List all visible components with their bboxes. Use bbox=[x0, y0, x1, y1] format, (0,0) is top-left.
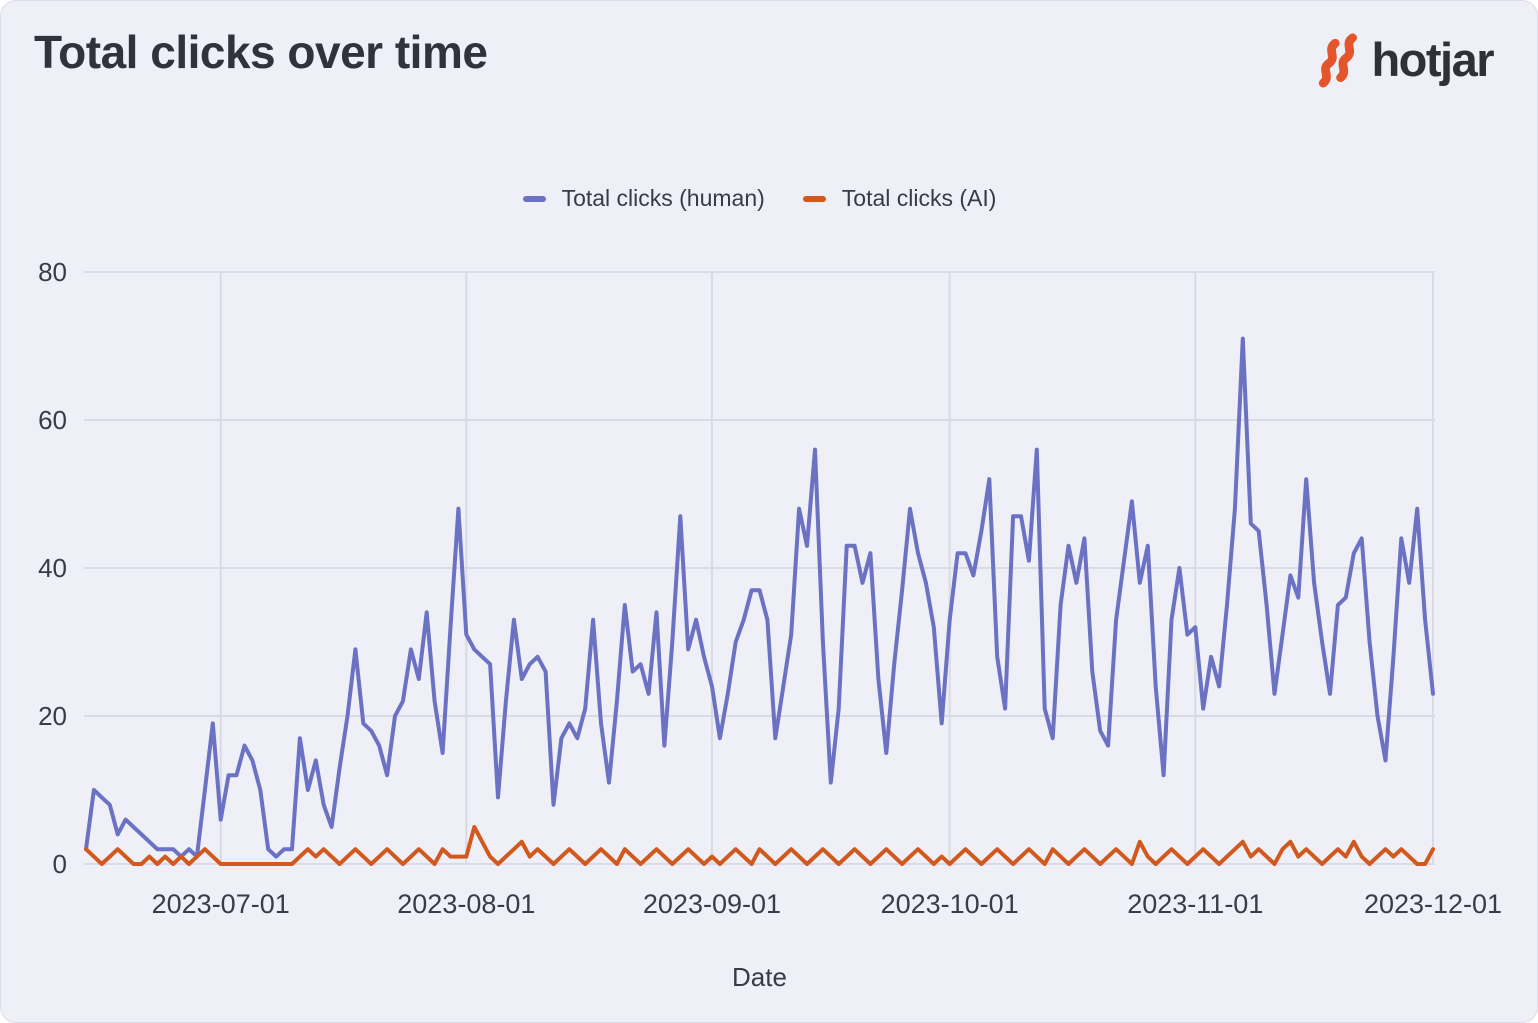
x-tick-label-2023-12-01: 2023-12-01 bbox=[1364, 889, 1502, 919]
y-tick-label-80: 80 bbox=[38, 257, 67, 287]
x-tick-label-2023-10-01: 2023-10-01 bbox=[881, 889, 1019, 919]
x-tick-label-2023-08-01: 2023-08-01 bbox=[397, 889, 535, 919]
x-tick-label-2023-07-01: 2023-07-01 bbox=[152, 889, 290, 919]
legend-item-ai[interactable]: Total clicks (AI) bbox=[802, 185, 997, 212]
y-tick-label-40: 40 bbox=[38, 553, 67, 583]
series-line-ai[interactable] bbox=[84, 825, 1435, 866]
x-axis-title: Date bbox=[732, 962, 787, 992]
legend-item-human[interactable]: Total clicks (human) bbox=[522, 185, 765, 212]
page-title: Total clicks over time bbox=[34, 26, 488, 78]
y-tick-label-0: 0 bbox=[53, 849, 67, 879]
hotjar-flame-icon bbox=[1319, 33, 1358, 88]
chart-legend: Total clicks (human) Total clicks (AI) bbox=[86, 185, 1433, 212]
hotjar-logo-text: hotjar bbox=[1371, 33, 1494, 86]
x-tick-label-2023-11-01: 2023-11-01 bbox=[1127, 889, 1263, 919]
series-line-human[interactable] bbox=[84, 336, 1435, 859]
legend-swatch-ai bbox=[802, 195, 826, 202]
y-tick-label-60: 60 bbox=[38, 405, 67, 435]
hotjar-logo: hotjar bbox=[1314, 31, 1494, 89]
legend-label-ai: Total clicks (AI) bbox=[841, 185, 997, 211]
y-tick-label-20: 20 bbox=[38, 701, 67, 731]
legend-label-human: Total clicks (human) bbox=[561, 185, 765, 211]
x-tick-label-2023-09-01: 2023-09-01 bbox=[643, 889, 781, 919]
legend-swatch-human bbox=[522, 195, 546, 202]
